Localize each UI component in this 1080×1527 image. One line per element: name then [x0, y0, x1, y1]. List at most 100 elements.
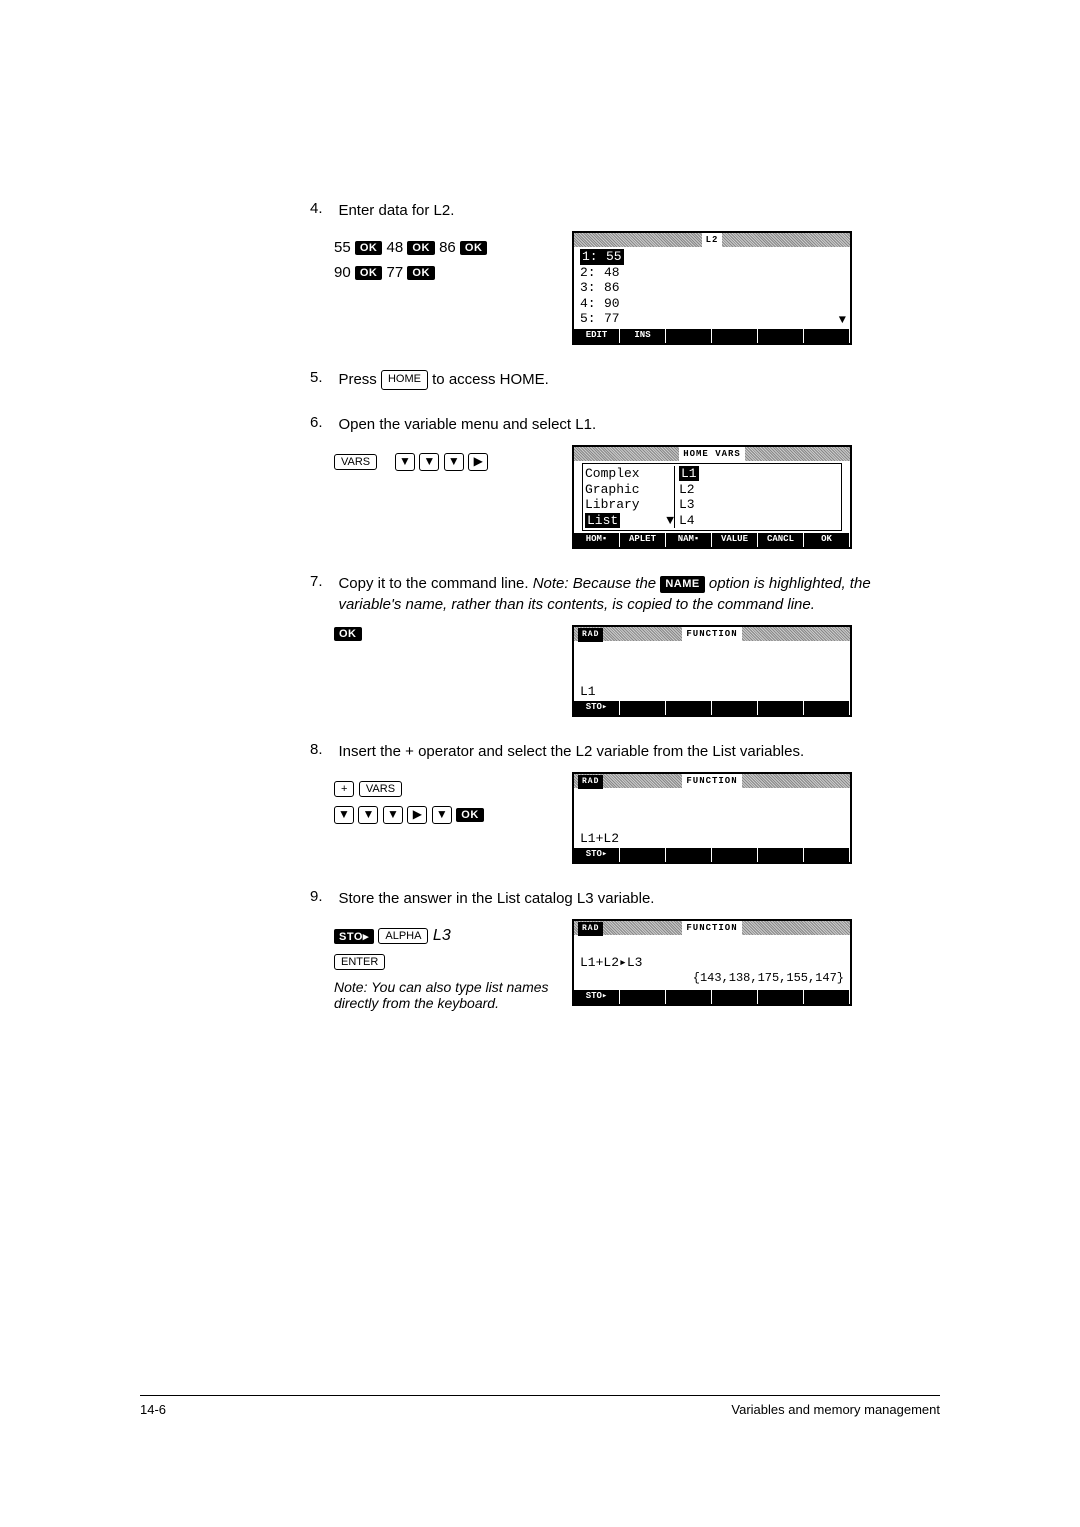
footer-btn — [758, 990, 804, 1004]
plus-key-icon: + — [334, 781, 354, 797]
val-86: 86 — [439, 239, 456, 256]
footer-text: Variables and memory management — [731, 1402, 940, 1417]
ok-key-icon: OK — [355, 241, 383, 255]
menu-item: L4 — [675, 513, 715, 529]
menu-item: L1 — [679, 466, 699, 481]
menu-item: Graphic — [585, 482, 675, 498]
note-text: Note: Because the — [533, 575, 661, 592]
footer-btn — [712, 848, 758, 862]
enter-key-icon: ENTER — [334, 954, 385, 970]
down-arrow-key-icon: ▼ — [432, 806, 452, 824]
down-arrow-key-icon: ▼ — [383, 806, 403, 824]
vars-key-icon: VARS — [359, 781, 402, 797]
footer-btn — [758, 848, 804, 862]
footer-btn: CANCL — [758, 533, 804, 547]
cmd-line: L1 — [580, 684, 596, 700]
step-8-num: 8. — [310, 741, 334, 758]
text-before: Copy it to the command line. — [338, 575, 532, 592]
screen-header: L2 — [702, 233, 723, 247]
right-arrow-key-icon: ▶ — [468, 453, 488, 471]
step-6: 6. Open the variable menu and select L1.… — [310, 414, 890, 549]
footer-btn — [804, 848, 850, 862]
step-9-num: 9. — [310, 888, 334, 905]
screen-title: HOME VARS — [679, 447, 745, 461]
footer-btn — [666, 701, 712, 715]
alpha-key-icon: ALPHA — [378, 928, 428, 944]
sto-key-icon: STO▸ — [334, 929, 374, 944]
page-footer: 14-6 Variables and memory management — [140, 1395, 940, 1417]
menu-item: Library — [585, 497, 675, 513]
home-key-icon: HOME — [381, 370, 428, 389]
calc-screen-l1: RADFUNCTION L1 STO▸ — [572, 625, 852, 717]
step-9-note: Note: You can also type list names direc… — [334, 979, 554, 1011]
step-7-keys: OK — [334, 625, 554, 643]
right-arrow-key-icon: ▶ — [407, 806, 427, 824]
step-6-keys: VARS ▼ ▼ ▼ ▶ — [334, 453, 554, 471]
row-idx: 5: — [580, 311, 604, 327]
down-arrow-key-icon: ▼ — [419, 453, 439, 471]
page-number: 14-6 — [140, 1402, 166, 1417]
down-arrow-key-icon: ▼ — [395, 453, 415, 471]
val-77: 77 — [387, 264, 404, 281]
row-idx: 4: — [580, 296, 604, 312]
row-idx: 3: — [580, 280, 604, 296]
calc-screen-l1l2: RADFUNCTION L1+L2 STO▸ — [572, 772, 852, 864]
step-5-text: Press HOME to access HOME. — [338, 369, 878, 390]
ok-key-icon: OK — [334, 627, 362, 641]
val-55: 55 — [334, 239, 351, 256]
footer-btn — [804, 329, 850, 343]
menu-item: Complex — [585, 466, 675, 482]
footer-btn — [666, 329, 712, 343]
footer-btn: STO▸ — [574, 990, 620, 1004]
calc-screen-result: RADFUNCTION L1+L2▸L3 {143,138,175,155,14… — [572, 919, 852, 1006]
step-8-text: Insert the + operator and select the L2 … — [338, 741, 878, 762]
step-6-num: 6. — [310, 414, 334, 431]
footer-btn — [712, 329, 758, 343]
step-6-text: Open the variable menu and select L1. — [338, 414, 878, 435]
footer-btn: EDIT — [574, 329, 620, 343]
rad-badge: RAD — [578, 922, 603, 936]
footer-btn: NAM▪ — [666, 533, 712, 547]
menu-item: List — [585, 513, 620, 528]
footer-btn: INS — [620, 329, 666, 343]
step-7-num: 7. — [310, 573, 334, 590]
row-idx: 1: — [580, 249, 604, 265]
vars-key-icon: VARS — [334, 454, 377, 470]
footer-btn: STO▸ — [574, 701, 620, 715]
l3-label: L3 — [433, 927, 451, 944]
step-7-text: Copy it to the command line. Note: Becau… — [338, 573, 878, 615]
footer-btn — [666, 990, 712, 1004]
calc-screen-l2: L2 1:55 2:48 3:86 4:90 5:77 ▼ EDIT INS — [572, 231, 852, 345]
row-val: 90 — [604, 296, 620, 312]
val-90: 90 — [334, 264, 351, 281]
ok-key-icon: OK — [456, 808, 484, 822]
cmd-line: L1+L2▸L3 — [580, 955, 844, 971]
footer-btn — [712, 990, 758, 1004]
step-9-keys: STO▸ ALPHA L3 ENTER Note: You can also t… — [334, 919, 554, 1011]
ok-key-icon: OK — [355, 266, 383, 280]
step-8-keys: + VARS ▼ ▼ ▼ ▶ ▼ OK — [334, 772, 554, 832]
step-4-num: 4. — [310, 200, 334, 217]
step-4-text: Enter data for L2. — [338, 200, 878, 221]
calc-screen-vars: HOME VARS ComplexL1 GraphicL2 LibraryL3 … — [572, 445, 852, 549]
cmd-line: L1+L2 — [580, 831, 619, 847]
rad-badge: RAD — [578, 628, 603, 642]
ok-key-icon: OK — [407, 241, 435, 255]
footer-btn: STO▸ — [574, 848, 620, 862]
ok-key-icon: OK — [407, 266, 435, 280]
footer-btn: VALUE — [712, 533, 758, 547]
step-5-num: 5. — [310, 369, 334, 386]
down-arrow-key-icon: ▼ — [358, 806, 378, 824]
footer-btn — [712, 701, 758, 715]
footer-btn — [804, 701, 850, 715]
footer-btn — [666, 848, 712, 862]
ok-key-icon: OK — [460, 241, 488, 255]
footer-btn: APLET — [620, 533, 666, 547]
row-val: 77 — [604, 311, 620, 327]
name-key-icon: NAME — [660, 576, 704, 593]
step-4: 4. Enter data for L2. 55 OK 48 OK 86 OK … — [310, 200, 890, 345]
scroll-down-icon: ▼ — [839, 313, 846, 327]
row-idx: 2: — [580, 265, 604, 281]
down-arrow-key-icon: ▼ — [444, 453, 464, 471]
down-arrow-key-icon: ▼ — [334, 806, 354, 824]
